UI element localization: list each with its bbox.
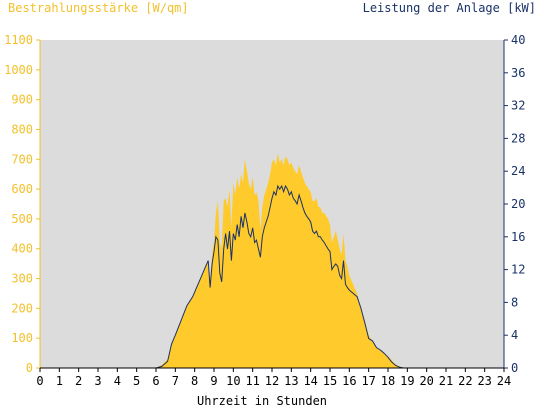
x-tick-label: 11: [245, 374, 259, 388]
right-y-tick-label: 24: [511, 164, 525, 178]
left-y-tick-label: 400: [11, 242, 33, 256]
left-y-tick-label: 300: [11, 272, 33, 286]
x-tick-label: 6: [152, 374, 159, 388]
x-tick-label: 12: [265, 374, 279, 388]
left-y-tick-label: 1100: [4, 33, 33, 47]
right-y-tick-label: 40: [511, 33, 525, 47]
left-y-tick-label: 900: [11, 93, 33, 107]
x-tick-label: 1: [56, 374, 63, 388]
left-y-tick-label: 200: [11, 301, 33, 315]
right-y-tick-label: 20: [511, 197, 525, 211]
right-y-tick-label: 12: [511, 263, 525, 277]
x-tick-label: 7: [172, 374, 179, 388]
x-tick-label: 21: [439, 374, 453, 388]
x-axis-label: Uhrzeit in Stunden: [197, 394, 327, 408]
left-axis-title: Bestrahlungsstärke [W/qm]: [8, 1, 189, 15]
x-tick-label: 9: [210, 374, 217, 388]
x-tick-label: 2: [75, 374, 82, 388]
x-tick-label: 18: [381, 374, 395, 388]
left-y-tick-label: 1000: [4, 63, 33, 77]
left-y-ticks: 0 100 200 300 400 500 600 700 800 900 1000 1100: [4, 33, 40, 375]
x-tick-label: 0: [36, 374, 43, 388]
x-tick-label: 23: [477, 374, 491, 388]
x-tick-label: 20: [419, 374, 433, 388]
power-line-series: [40, 184, 504, 369]
x-tick-label: 15: [323, 374, 337, 388]
left-y-tick-label: 700: [11, 152, 33, 166]
left-y-tick-label: 500: [11, 212, 33, 226]
x-tick-label: 5: [133, 374, 140, 388]
x-tick-label: 22: [458, 374, 472, 388]
x-tick-label: 14: [303, 374, 317, 388]
x-ticks: 0 1 2 3 4 5 6 7 8 9 10 11 12 13 14 15 16 17 18 19 20 21 22 23 24: [36, 368, 511, 388]
right-y-tick-label: 16: [511, 230, 525, 244]
x-tick-label: 19: [400, 374, 414, 388]
x-tick-label: 4: [114, 374, 121, 388]
left-y-tick-label: 800: [11, 122, 33, 136]
x-tick-label: 17: [361, 374, 375, 388]
x-tick-label: 16: [342, 374, 356, 388]
right-y-tick-label: 36: [511, 66, 525, 80]
right-axis-title: Leistung der Anlage [kW]: [363, 1, 536, 15]
irradiance-area-series: [40, 153, 504, 368]
right-y-tick-label: 8: [511, 295, 518, 309]
x-tick-label: 24: [497, 374, 511, 388]
x-tick-label: 10: [226, 374, 240, 388]
left-y-tick-label: 0: [26, 361, 33, 375]
x-tick-label: 3: [94, 374, 101, 388]
x-tick-label: 8: [191, 374, 198, 388]
left-y-tick-label: 600: [11, 182, 33, 196]
right-y-tick-label: 32: [511, 99, 525, 113]
right-y-ticks: 0 4 8 12 16 20 24 28 32 36 40: [504, 33, 525, 375]
right-y-tick-label: 28: [511, 131, 525, 145]
right-y-tick-label: 4: [511, 328, 518, 342]
left-y-tick-label: 100: [11, 331, 33, 345]
x-tick-label: 13: [284, 374, 298, 388]
right-y-tick-label: 0: [511, 361, 518, 375]
